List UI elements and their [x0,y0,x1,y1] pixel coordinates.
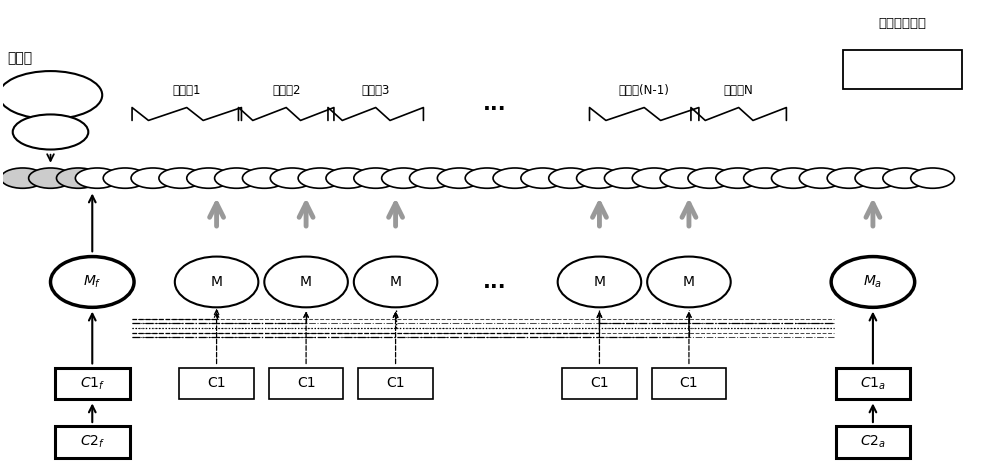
Circle shape [326,168,370,188]
Bar [358,368,433,399]
Circle shape [187,168,231,188]
Circle shape [883,168,927,188]
Ellipse shape [51,256,134,307]
Circle shape [660,168,704,188]
Text: M: M [390,275,402,289]
Circle shape [744,168,787,188]
Ellipse shape [558,256,641,307]
Circle shape [298,168,342,188]
Circle shape [716,168,760,188]
Circle shape [215,168,258,188]
Circle shape [549,168,592,188]
Circle shape [75,168,119,188]
Text: 精轧机: 精轧机 [8,51,33,65]
Text: C1: C1 [207,376,226,390]
Circle shape [465,168,509,188]
Text: 辗道组3: 辗道组3 [362,85,390,98]
Ellipse shape [647,256,731,307]
Text: M: M [593,275,605,289]
Circle shape [577,168,620,188]
Text: 辗道组(N-1): 辗道组(N-1) [619,85,670,98]
Text: C1: C1 [590,376,609,390]
Circle shape [632,168,676,188]
Bar [55,426,130,458]
Text: $C2_f$: $C2_f$ [80,434,105,450]
Circle shape [242,168,286,188]
Text: M: M [211,275,223,289]
Circle shape [354,168,398,188]
Text: C1: C1 [680,376,698,390]
Text: $C1_f$: $C1_f$ [80,375,105,392]
Circle shape [131,168,175,188]
Circle shape [410,168,453,188]
Text: C1: C1 [297,376,315,390]
Bar [55,368,130,399]
Text: $M_f$: $M_f$ [83,274,102,290]
Text: 辗道组1: 辗道组1 [173,85,201,98]
Circle shape [493,168,537,188]
Circle shape [771,168,815,188]
Text: $M_a$: $M_a$ [863,274,883,290]
Bar [836,368,910,399]
Text: M: M [683,275,695,289]
Circle shape [1,168,45,188]
Text: 辗道组N: 辗道组N [724,85,754,98]
Text: C1: C1 [386,376,405,390]
Circle shape [799,168,843,188]
Text: 控制冷却装置: 控制冷却装置 [879,17,927,30]
Ellipse shape [264,256,348,307]
Circle shape [855,168,899,188]
Circle shape [382,168,425,188]
Circle shape [0,71,102,119]
Bar [562,368,637,399]
Text: M: M [300,275,312,289]
Circle shape [604,168,648,188]
Text: $C1_a$: $C1_a$ [860,375,886,392]
Circle shape [911,168,954,188]
Ellipse shape [354,256,437,307]
Bar [652,368,726,399]
Circle shape [270,168,314,188]
Ellipse shape [175,256,258,307]
Text: $C2_a$: $C2_a$ [860,434,886,450]
Circle shape [521,168,565,188]
Circle shape [827,168,871,188]
Ellipse shape [831,256,915,307]
Circle shape [29,168,72,188]
Circle shape [688,168,732,188]
Circle shape [159,168,203,188]
Bar [836,426,910,458]
Circle shape [437,168,481,188]
Circle shape [13,114,88,149]
Bar [179,368,254,399]
Bar [843,50,962,89]
Bar [269,368,343,399]
Circle shape [103,168,147,188]
Text: ...: ... [483,272,507,292]
Text: ...: ... [483,94,507,114]
Circle shape [56,168,100,188]
Text: 辗道组2: 辗道组2 [272,85,300,98]
